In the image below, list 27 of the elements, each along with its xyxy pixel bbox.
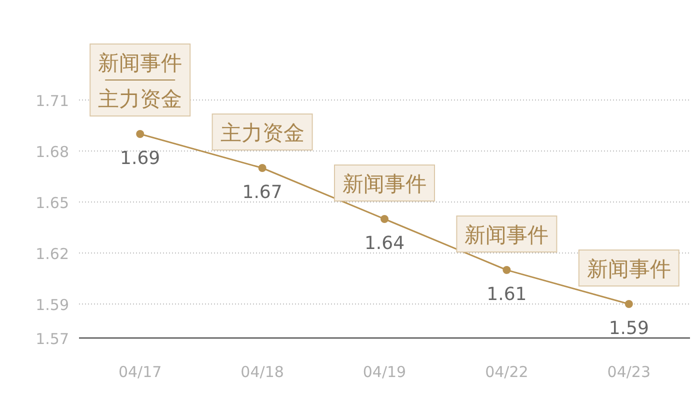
x-tick-label: 04/17: [118, 363, 162, 381]
x-tick-label: 04/22: [485, 363, 528, 381]
x-tick-label: 04/18: [240, 363, 284, 381]
point: [258, 164, 266, 172]
annotation: 新闻事件: [586, 257, 671, 281]
point: [624, 300, 633, 308]
data-label: 1.59: [608, 318, 649, 339]
y-tick-label: 1.57: [36, 330, 69, 348]
point: [380, 215, 388, 223]
point: [136, 130, 144, 138]
y-tick-label: 1.59: [36, 296, 69, 314]
annotation: 新闻事件: [464, 223, 549, 247]
data-label: 1.69: [120, 148, 160, 169]
x-tick-label: 04/19: [362, 363, 406, 381]
y-tick-label: 1.65: [36, 194, 69, 212]
annotation: 主力资金: [98, 87, 182, 111]
y-tick-label: 1.68: [36, 143, 69, 161]
y-tick-label: 1.62: [36, 245, 69, 263]
annotation: 主力资金: [220, 121, 304, 145]
point: [502, 266, 511, 274]
annotation: 新闻事件: [98, 51, 182, 75]
data-label: 1.61: [486, 284, 527, 305]
data-label: 1.64: [364, 233, 405, 254]
annotation: 新闻事件: [342, 172, 426, 196]
x-tick-label: 04/23: [607, 363, 651, 381]
data-label: 1.67: [242, 182, 282, 203]
y-tick-label: 1.71: [36, 92, 69, 110]
